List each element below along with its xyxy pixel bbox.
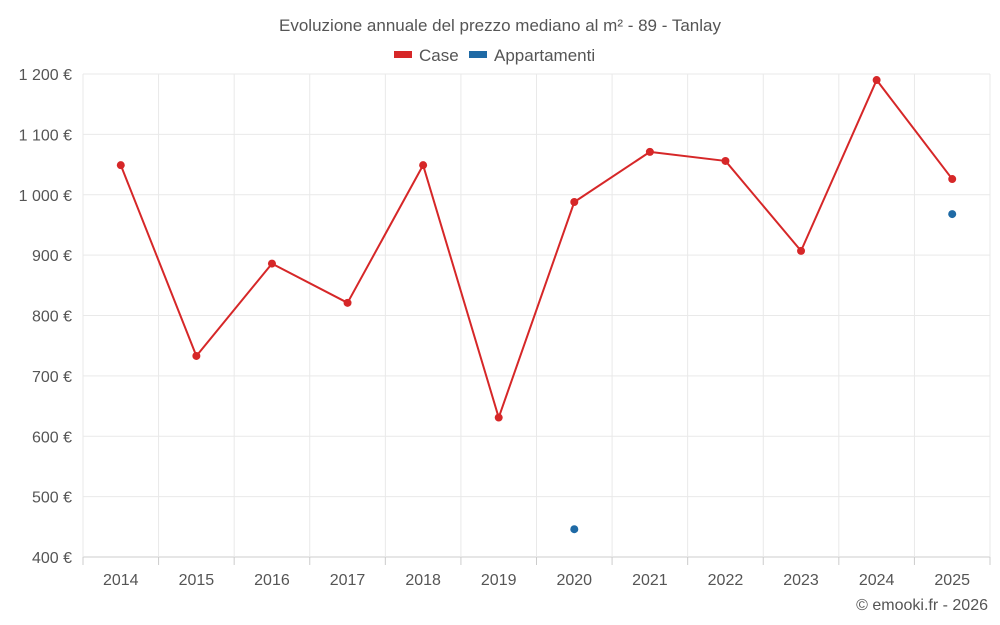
data-point-case-2015[interactable] [192,351,201,360]
data-point-case-2018[interactable] [419,161,428,170]
y-tick-label: 1 100 € [19,127,72,144]
data-point-case-2014[interactable] [116,161,125,170]
x-tick-label: 2025 [934,572,970,589]
chart-title: Evoluzione annuale del prezzo mediano al… [279,16,721,35]
y-tick-label: 800 € [32,309,72,326]
data-point-case-2025[interactable] [948,175,957,184]
y-axis-ticks: 400 € 500 € 600 € 700 € 800 € 900 € 1 000 € 1 1… [19,67,72,567]
data-point-appartamenti-2025[interactable] [948,210,957,219]
legend-item-case[interactable]: Case [394,46,459,65]
data-point-case-2024[interactable] [872,76,881,85]
y-tick-label: 1 200 € [19,67,72,84]
legend-swatch-appartamenti [469,51,487,58]
legend-label-case: Case [419,46,459,65]
legend-item-appartamenti[interactable]: Appartamenti [469,46,595,65]
y-tick-label: 600 € [32,429,72,446]
data-point-case-2022[interactable] [721,156,730,165]
data-point-case-2019[interactable] [494,413,503,422]
data-point-case-2016[interactable] [267,259,276,268]
x-tick-label: 2019 [481,572,517,589]
x-axis-ticks: 2014 2015 2016 2017 2018 2019 2020 2021 2022 2023… [103,572,970,589]
series-layer [116,76,957,534]
legend: Case Appartamenti [394,46,595,65]
x-tick-label: 2018 [405,572,441,589]
credit-text: © emooki.fr - 2026 [856,597,988,614]
x-tick-label: 2015 [179,572,215,589]
x-tick-label: 2016 [254,572,290,589]
data-point-case-2020[interactable] [570,197,579,206]
data-point-case-2017[interactable] [343,298,352,307]
data-point-case-2023[interactable] [797,246,806,255]
y-tick-label: 700 € [32,369,72,386]
data-point-appartamenti-2020[interactable] [570,525,579,534]
y-tick-label: 500 € [32,490,72,507]
legend-swatch-case [394,51,412,58]
data-point-case-2021[interactable] [645,147,654,156]
y-tick-label: 400 € [32,550,72,567]
x-tick-label: 2020 [556,572,592,589]
x-tick-label: 2014 [103,572,139,589]
legend-label-appartamenti: Appartamenti [494,46,595,65]
x-tick-label: 2024 [859,572,895,589]
x-tick-label: 2022 [708,572,744,589]
y-tick-label: 1 000 € [19,188,72,205]
y-tick-label: 900 € [32,248,72,265]
series-line-case [119,79,954,419]
x-tick-label: 2017 [330,572,366,589]
x-gridlines [82,74,991,565]
x-tick-label: 2023 [783,572,819,589]
x-tick-label: 2021 [632,572,668,589]
